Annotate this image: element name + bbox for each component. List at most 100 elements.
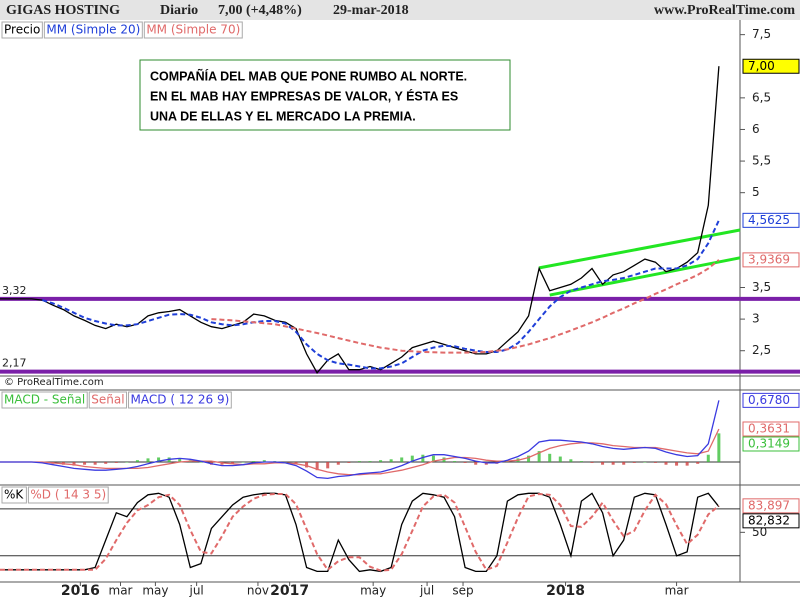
histogram-bar	[357, 461, 361, 462]
legend-entry: MM (Simple 70)	[146, 23, 240, 37]
period: Diario	[160, 3, 198, 18]
x-tick-label: nov	[247, 584, 269, 598]
x-tick-label: jul	[419, 584, 434, 598]
last-value-box	[742, 392, 800, 408]
histogram-bar	[706, 454, 710, 462]
y-tick-label: 7,5	[752, 27, 771, 41]
y-tick-label: 6,5	[752, 90, 771, 104]
last-value-label: 0,3149	[748, 436, 790, 450]
histogram-bar	[569, 459, 573, 462]
trend-line	[538, 228, 741, 270]
last-value-label: 4,5625	[748, 213, 790, 227]
histogram-bar	[178, 458, 182, 462]
level-label: 2,17	[2, 357, 27, 370]
histogram-bar	[252, 461, 256, 462]
panel: 2,5 3 3,5 5 5,5 6 6,5 7,5 3,32 2,17 7,00 4,5625 3,93…	[0, 21, 800, 374]
histogram-bar	[347, 462, 351, 463]
last-value-box	[742, 58, 800, 74]
header-band	[0, 0, 800, 20]
histogram-bar	[262, 460, 266, 462]
histogram-bar	[368, 461, 372, 462]
legend-box	[1, 486, 27, 504]
last-value-box	[742, 421, 800, 437]
last-value-label: 3,9369	[748, 252, 790, 266]
histogram-bar	[643, 462, 647, 463]
legend-box	[88, 391, 128, 409]
y-tick-label: 3	[752, 312, 760, 326]
x-tick-label: mar	[665, 584, 689, 598]
histogram-bar	[241, 462, 245, 463]
legend-box	[128, 391, 232, 409]
legend-box	[143, 21, 243, 39]
date: 29-mar-2018	[333, 3, 409, 18]
histogram-bar	[125, 462, 129, 463]
histogram-bar	[611, 462, 615, 465]
price: 7,00 (+4,48%)	[218, 3, 302, 18]
y-tick-label: 2,5	[752, 343, 771, 357]
last-value-label: 82,832	[748, 513, 790, 527]
histogram-bar	[305, 462, 309, 468]
histogram-bar	[558, 456, 562, 462]
series-line	[0, 492, 720, 572]
histogram-bar	[389, 459, 393, 462]
legend-entry: %D ( 14 3 5)	[30, 488, 106, 502]
histogram-bar	[410, 455, 414, 462]
legend-box	[1, 391, 88, 409]
histogram-bar	[717, 433, 721, 462]
legend-box	[27, 486, 109, 504]
histogram-bar	[653, 462, 657, 463]
legend-entry: Precio	[4, 23, 40, 37]
series-line	[0, 492, 720, 573]
histogram-bar	[326, 462, 330, 469]
last-value-box	[742, 436, 800, 452]
y-tick-label: 6	[752, 122, 760, 136]
histogram-bar	[379, 460, 383, 462]
annotation-line: UNA DE ELLAS Y EL MERCADO LA PREMIA.	[150, 109, 416, 123]
x-tick-label: 2016	[61, 583, 100, 599]
histogram-bar	[93, 462, 97, 465]
histogram-bar	[590, 462, 594, 463]
histogram-bar	[474, 462, 478, 465]
annotation-line: COMPAÑÍA DEL MAB QUE PONE RUMBO AL NORTE…	[150, 68, 467, 83]
series-line	[0, 400, 720, 480]
last-value-label: 0,6780	[748, 393, 790, 407]
histogram-bar	[537, 451, 541, 462]
histogram-bar	[579, 461, 583, 462]
title: GIGAS HOSTING	[6, 3, 120, 18]
x-tick-label: mar	[109, 584, 133, 598]
x-tick-label: jul	[188, 584, 203, 598]
last-value-label: 7,00	[748, 59, 775, 73]
histogram-bar	[231, 462, 235, 464]
copyright: © ProRealTime.com	[4, 377, 104, 388]
legend-entry: %K	[4, 488, 24, 502]
histogram-bar	[548, 453, 552, 462]
level-label: 3,32	[2, 284, 27, 297]
histogram-bar	[400, 457, 404, 462]
legend-entry: Señal	[91, 393, 124, 407]
website: www.ProRealTime.com	[654, 3, 795, 18]
annotation-line: EN EL MAB HAY EMPRESAS DE VALOR, Y ÉSTA …	[150, 88, 458, 103]
x-tick-label: sep	[452, 584, 473, 598]
x-tick-label: may	[360, 584, 386, 598]
legend-entry: MACD - Señal	[4, 393, 85, 407]
histogram-bar	[664, 462, 668, 465]
histogram-bar	[135, 460, 139, 462]
last-value-label: 0,3631	[748, 421, 790, 435]
histogram-bar	[453, 461, 457, 462]
last-value-box	[742, 212, 800, 228]
series-line	[0, 428, 720, 476]
series-line	[42, 219, 720, 370]
histogram-bar	[527, 455, 531, 462]
x-tick-label: 2017	[270, 583, 309, 599]
legend-box	[1, 21, 43, 39]
histogram-bar	[632, 462, 636, 463]
histogram-bar	[146, 458, 150, 462]
legend-entry: MM (Simple 20)	[46, 23, 140, 37]
histogram-bar	[421, 454, 425, 462]
histogram-bar	[601, 462, 605, 465]
legend-box	[43, 21, 143, 39]
y-tick-label: 3,5	[752, 280, 771, 294]
